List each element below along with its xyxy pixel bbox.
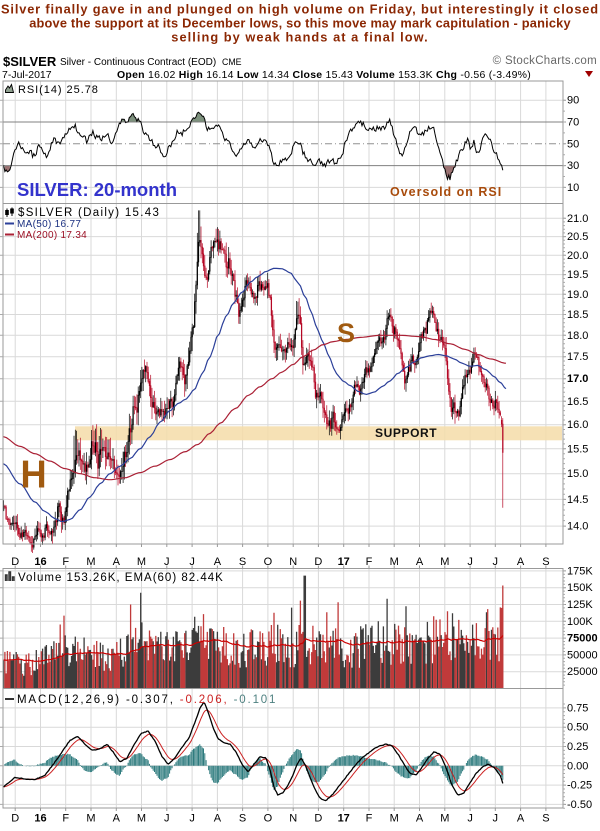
svg-text:N: N [289, 556, 297, 568]
svg-text:S: S [239, 813, 246, 825]
svg-text:19.0: 19.0 [567, 289, 588, 301]
svg-text:J: J [189, 813, 195, 825]
svg-text:S: S [239, 556, 246, 568]
svg-text:0.00: 0.00 [567, 760, 588, 772]
svg-text:25000: 25000 [567, 666, 598, 678]
svg-text:A: A [416, 813, 424, 825]
svg-text:M: M [390, 813, 399, 825]
svg-text:16: 16 [34, 813, 46, 825]
svg-text:14.5: 14.5 [567, 494, 588, 506]
svg-text:125K: 125K [567, 599, 593, 611]
svg-text:100K: 100K [567, 616, 593, 628]
svg-text:A: A [113, 813, 121, 825]
svg-text:RSI(14) 25.78: RSI(14) 25.78 [18, 84, 99, 96]
svg-text:F: F [62, 556, 69, 568]
svg-text:M: M [137, 556, 146, 568]
svg-text:D: D [11, 556, 19, 568]
svg-text:17: 17 [338, 813, 350, 825]
svg-text:D: D [11, 813, 19, 825]
svg-text:© StockCharts.com: © StockCharts.com [493, 55, 597, 67]
svg-text:MACD(12,26,9) -0.307, -0.206,: MACD(12,26,9) -0.307, -0.206, -0.101 [17, 694, 277, 706]
svg-text:J: J [164, 813, 170, 825]
svg-text:MA(200) 17.34: MA(200) 17.34 [17, 230, 87, 241]
svg-text:20.5: 20.5 [567, 231, 588, 243]
svg-text:S: S [337, 318, 355, 348]
svg-text:A: A [517, 813, 525, 825]
svg-text:D: D [314, 813, 322, 825]
svg-text:J: J [493, 556, 499, 568]
svg-text:A: A [214, 556, 222, 568]
svg-text:MA(50) 16.77: MA(50) 16.77 [17, 219, 81, 230]
svg-text:16.0: 16.0 [567, 419, 588, 431]
svg-text:N: N [289, 813, 297, 825]
svg-text:0.25: 0.25 [567, 741, 588, 753]
svg-text:M: M [440, 813, 449, 825]
svg-text:CME: CME [222, 57, 242, 67]
svg-text:10: 10 [567, 182, 579, 194]
svg-text:90: 90 [567, 95, 579, 107]
svg-text:70: 70 [567, 117, 579, 129]
svg-text:18.5: 18.5 [567, 309, 588, 321]
svg-text:M: M [137, 813, 146, 825]
svg-text:Oversold on RSI: Oversold on RSI [390, 185, 502, 199]
svg-text:J: J [189, 556, 195, 568]
svg-text:selling by weak hands at a fin: selling by weak hands at a final low. [171, 30, 428, 45]
svg-text:30: 30 [567, 160, 579, 172]
svg-text:S: S [542, 556, 549, 568]
svg-text:H: H [21, 452, 47, 495]
svg-text:above the support at its Decem: above the support at its December lows, … [29, 16, 571, 31]
svg-text:Silver finally gave in and plu: Silver finally gave in and plunged on hi… [1, 2, 599, 17]
svg-text:J: J [467, 813, 473, 825]
svg-text:A: A [214, 813, 222, 825]
svg-text:75000: 75000 [567, 633, 598, 645]
svg-text:F: F [62, 813, 69, 825]
svg-text:M: M [390, 556, 399, 568]
svg-text:150K: 150K [567, 582, 593, 594]
svg-text:D: D [314, 556, 322, 568]
svg-text:-0.25: -0.25 [567, 780, 592, 792]
svg-text:M: M [440, 556, 449, 568]
svg-text:14.0: 14.0 [567, 521, 588, 533]
svg-text:M: M [86, 813, 95, 825]
svg-text:17.5: 17.5 [567, 351, 588, 363]
svg-text:Silver - Continuous Contract (: Silver - Continuous Contract (EOD) [60, 57, 216, 68]
svg-text:0.75: 0.75 [567, 702, 588, 714]
svg-text:50: 50 [567, 138, 579, 150]
svg-text:O: O [264, 813, 273, 825]
svg-text:21.0: 21.0 [567, 213, 588, 225]
svg-text:SILVER: 20-month: SILVER: 20-month [17, 179, 177, 200]
svg-text:16.5: 16.5 [567, 396, 588, 408]
svg-text:-0.50: -0.50 [567, 799, 592, 811]
svg-text:175K: 175K [567, 565, 593, 577]
svg-text:S: S [542, 813, 549, 825]
svg-text:19.5: 19.5 [567, 269, 588, 281]
svg-text:J: J [164, 556, 170, 568]
svg-text:0.50: 0.50 [567, 722, 588, 734]
svg-text:A: A [517, 556, 525, 568]
svg-text:Open 16.02 High 16.14 Low 14.3: Open 16.02 High 16.14 Low 14.34 Close 15… [117, 69, 531, 81]
svg-text:18.0: 18.0 [567, 330, 588, 342]
svg-text:17.0: 17.0 [567, 373, 588, 385]
svg-text:F: F [366, 813, 373, 825]
svg-text:SUPPORT: SUPPORT [375, 426, 437, 440]
svg-text:A: A [113, 556, 121, 568]
svg-text:A: A [416, 556, 424, 568]
svg-text:7-Jul-2017: 7-Jul-2017 [2, 69, 52, 81]
svg-text:Volume 153.26K, EMA(60) 82.44K: Volume 153.26K, EMA(60) 82.44K [18, 572, 224, 584]
svg-text:J: J [493, 813, 499, 825]
svg-text:15.0: 15.0 [567, 468, 588, 480]
svg-text:17: 17 [338, 556, 350, 568]
svg-text:F: F [366, 556, 373, 568]
svg-text:O: O [264, 556, 273, 568]
svg-text:M: M [86, 556, 95, 568]
svg-text:20.0: 20.0 [567, 250, 588, 262]
svg-text:16: 16 [34, 556, 46, 568]
svg-text:15.5: 15.5 [567, 443, 588, 455]
svg-text:J: J [467, 556, 473, 568]
svg-text:$SILVER: $SILVER [3, 54, 57, 69]
svg-text:$SILVER (Daily) 15.43: $SILVER (Daily) 15.43 [18, 207, 160, 219]
svg-text:50000: 50000 [567, 649, 598, 661]
